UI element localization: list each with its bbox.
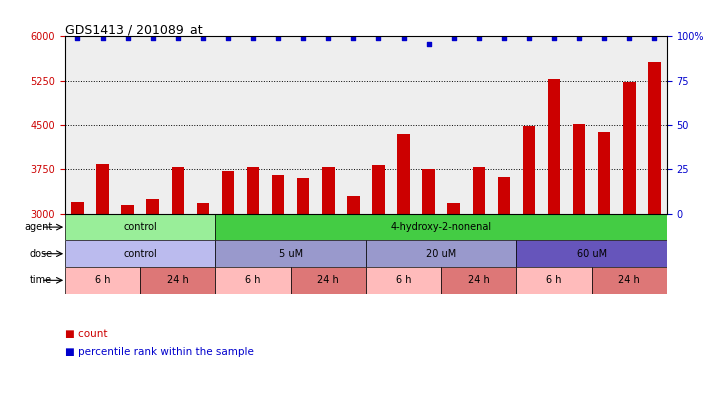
Bar — [472, 166, 485, 214]
Point — [122, 35, 133, 41]
Bar — [592, 267, 667, 294]
Bar — [291, 267, 366, 294]
Text: dose: dose — [30, 249, 53, 259]
Bar — [297, 178, 309, 214]
Bar — [121, 205, 134, 214]
Bar — [523, 126, 535, 214]
Bar — [347, 196, 360, 214]
Point — [147, 35, 159, 41]
Bar — [497, 177, 510, 214]
Bar — [96, 164, 109, 214]
Point — [498, 35, 510, 41]
Text: control: control — [123, 222, 157, 232]
Point — [523, 35, 535, 41]
Text: 6 h: 6 h — [547, 275, 562, 286]
Text: ■ count: ■ count — [65, 329, 107, 339]
Bar — [247, 166, 260, 214]
Text: control: control — [123, 249, 157, 259]
Bar — [65, 214, 216, 241]
Text: 5 uM: 5 uM — [278, 249, 303, 259]
Text: 20 uM: 20 uM — [426, 249, 456, 259]
Point — [548, 35, 559, 41]
Point — [373, 35, 384, 41]
Point — [423, 40, 434, 47]
Bar — [648, 62, 660, 214]
Text: 24 h: 24 h — [167, 275, 189, 286]
Bar — [216, 267, 291, 294]
Point — [197, 35, 208, 41]
Bar — [322, 166, 335, 214]
Bar — [573, 124, 585, 214]
Bar — [548, 79, 560, 214]
Bar — [146, 199, 159, 214]
Point — [172, 35, 184, 41]
Text: ■ percentile rank within the sample: ■ percentile rank within the sample — [65, 347, 254, 357]
Point — [348, 35, 359, 41]
Bar — [516, 267, 592, 294]
Text: 24 h: 24 h — [468, 275, 490, 286]
Bar — [598, 132, 611, 214]
Bar — [197, 203, 209, 214]
Text: 4-hydroxy-2-nonenal: 4-hydroxy-2-nonenal — [391, 222, 492, 232]
Point — [448, 35, 459, 41]
Text: agent: agent — [24, 222, 53, 232]
Point — [247, 35, 259, 41]
Bar — [448, 203, 460, 214]
Point — [598, 35, 610, 41]
Text: 24 h: 24 h — [619, 275, 640, 286]
Bar — [65, 267, 140, 294]
Point — [473, 35, 485, 41]
Bar — [366, 267, 441, 294]
Bar — [441, 267, 516, 294]
Point — [298, 35, 309, 41]
Bar — [397, 134, 410, 214]
Bar — [71, 202, 84, 214]
Point — [624, 35, 635, 41]
Point — [273, 35, 284, 41]
Bar — [216, 241, 366, 267]
Bar — [272, 175, 284, 214]
Point — [573, 35, 585, 41]
Point — [322, 35, 334, 41]
Point — [649, 35, 660, 41]
Bar — [140, 267, 216, 294]
Bar — [221, 171, 234, 214]
Bar — [216, 214, 667, 241]
Point — [398, 35, 410, 41]
Point — [97, 35, 108, 41]
Text: 24 h: 24 h — [317, 275, 339, 286]
Bar — [65, 241, 216, 267]
Point — [71, 35, 83, 41]
Point — [222, 35, 234, 41]
Bar — [172, 166, 184, 214]
Text: time: time — [30, 275, 53, 286]
Bar — [423, 169, 435, 214]
Text: 6 h: 6 h — [245, 275, 261, 286]
Text: GDS1413 / 201089_at: GDS1413 / 201089_at — [65, 23, 203, 36]
Text: 6 h: 6 h — [94, 275, 110, 286]
Bar — [516, 241, 667, 267]
Text: 60 uM: 60 uM — [577, 249, 607, 259]
Bar — [366, 241, 516, 267]
Text: 6 h: 6 h — [396, 275, 411, 286]
Bar — [623, 82, 636, 214]
Bar — [372, 165, 385, 214]
